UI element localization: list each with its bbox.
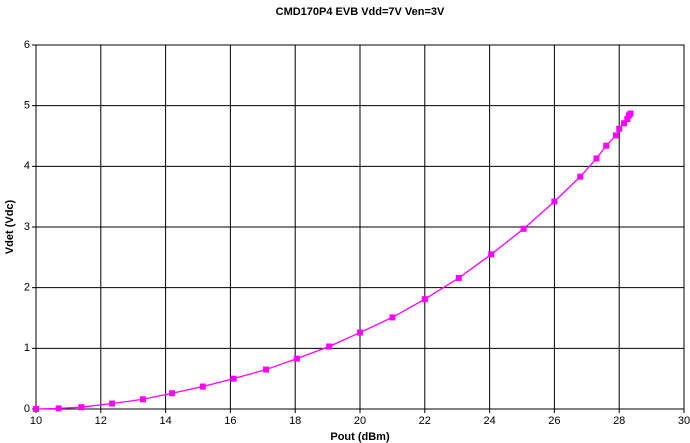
data-point bbox=[621, 120, 628, 127]
y-tick-label: 2 bbox=[24, 282, 30, 294]
data-point bbox=[389, 314, 396, 321]
x-tick-label: 14 bbox=[159, 415, 171, 427]
data-point bbox=[139, 396, 146, 403]
x-tick-label: 30 bbox=[678, 415, 690, 427]
x-tick-label: 26 bbox=[548, 415, 560, 427]
y-tick-label: 0 bbox=[24, 403, 30, 415]
data-point bbox=[230, 375, 237, 382]
data-point bbox=[577, 173, 584, 180]
data-point bbox=[357, 329, 363, 336]
series-line bbox=[35, 113, 632, 410]
y-tick-label: 6 bbox=[24, 39, 30, 51]
data-point bbox=[593, 155, 600, 162]
data-point bbox=[169, 390, 176, 397]
plot-frame bbox=[35, 44, 685, 410]
data-point bbox=[616, 125, 623, 132]
data-point bbox=[520, 225, 527, 232]
data-point bbox=[551, 198, 558, 205]
data-point bbox=[421, 296, 428, 303]
data-point bbox=[293, 355, 300, 362]
data-point bbox=[33, 406, 39, 412]
data-point bbox=[199, 383, 206, 390]
data-point bbox=[78, 404, 85, 411]
x-tick-label: 12 bbox=[95, 415, 107, 427]
data-point bbox=[55, 405, 62, 412]
data-point bbox=[109, 400, 116, 407]
x-axis-label: Pout (dBm) bbox=[330, 431, 390, 443]
x-tick-label: 20 bbox=[354, 415, 366, 427]
x-tick-label: 18 bbox=[289, 415, 301, 427]
x-tick-label: 10 bbox=[30, 415, 42, 427]
data-point bbox=[263, 366, 270, 373]
y-tick-label: 1 bbox=[24, 342, 30, 354]
data-point bbox=[603, 142, 610, 149]
chart-title: CMD170P4 EVB Vdd=7V Ven=3V bbox=[276, 6, 445, 18]
y-axis-label: Vdet (Vdc) bbox=[4, 199, 16, 254]
y-tick-label: 4 bbox=[24, 160, 30, 172]
x-tick-label: 28 bbox=[613, 415, 625, 427]
data-point bbox=[627, 110, 634, 117]
x-tick-label: 22 bbox=[419, 415, 431, 427]
data-point bbox=[488, 251, 495, 258]
y-tick-label: 5 bbox=[24, 100, 30, 112]
x-tick-label: 16 bbox=[224, 415, 236, 427]
data-point bbox=[612, 132, 619, 139]
data-point bbox=[624, 116, 631, 123]
data-point bbox=[326, 343, 333, 350]
x-tick-label: 24 bbox=[483, 415, 495, 427]
data-point bbox=[455, 274, 462, 281]
y-tick-label: 3 bbox=[24, 221, 30, 233]
